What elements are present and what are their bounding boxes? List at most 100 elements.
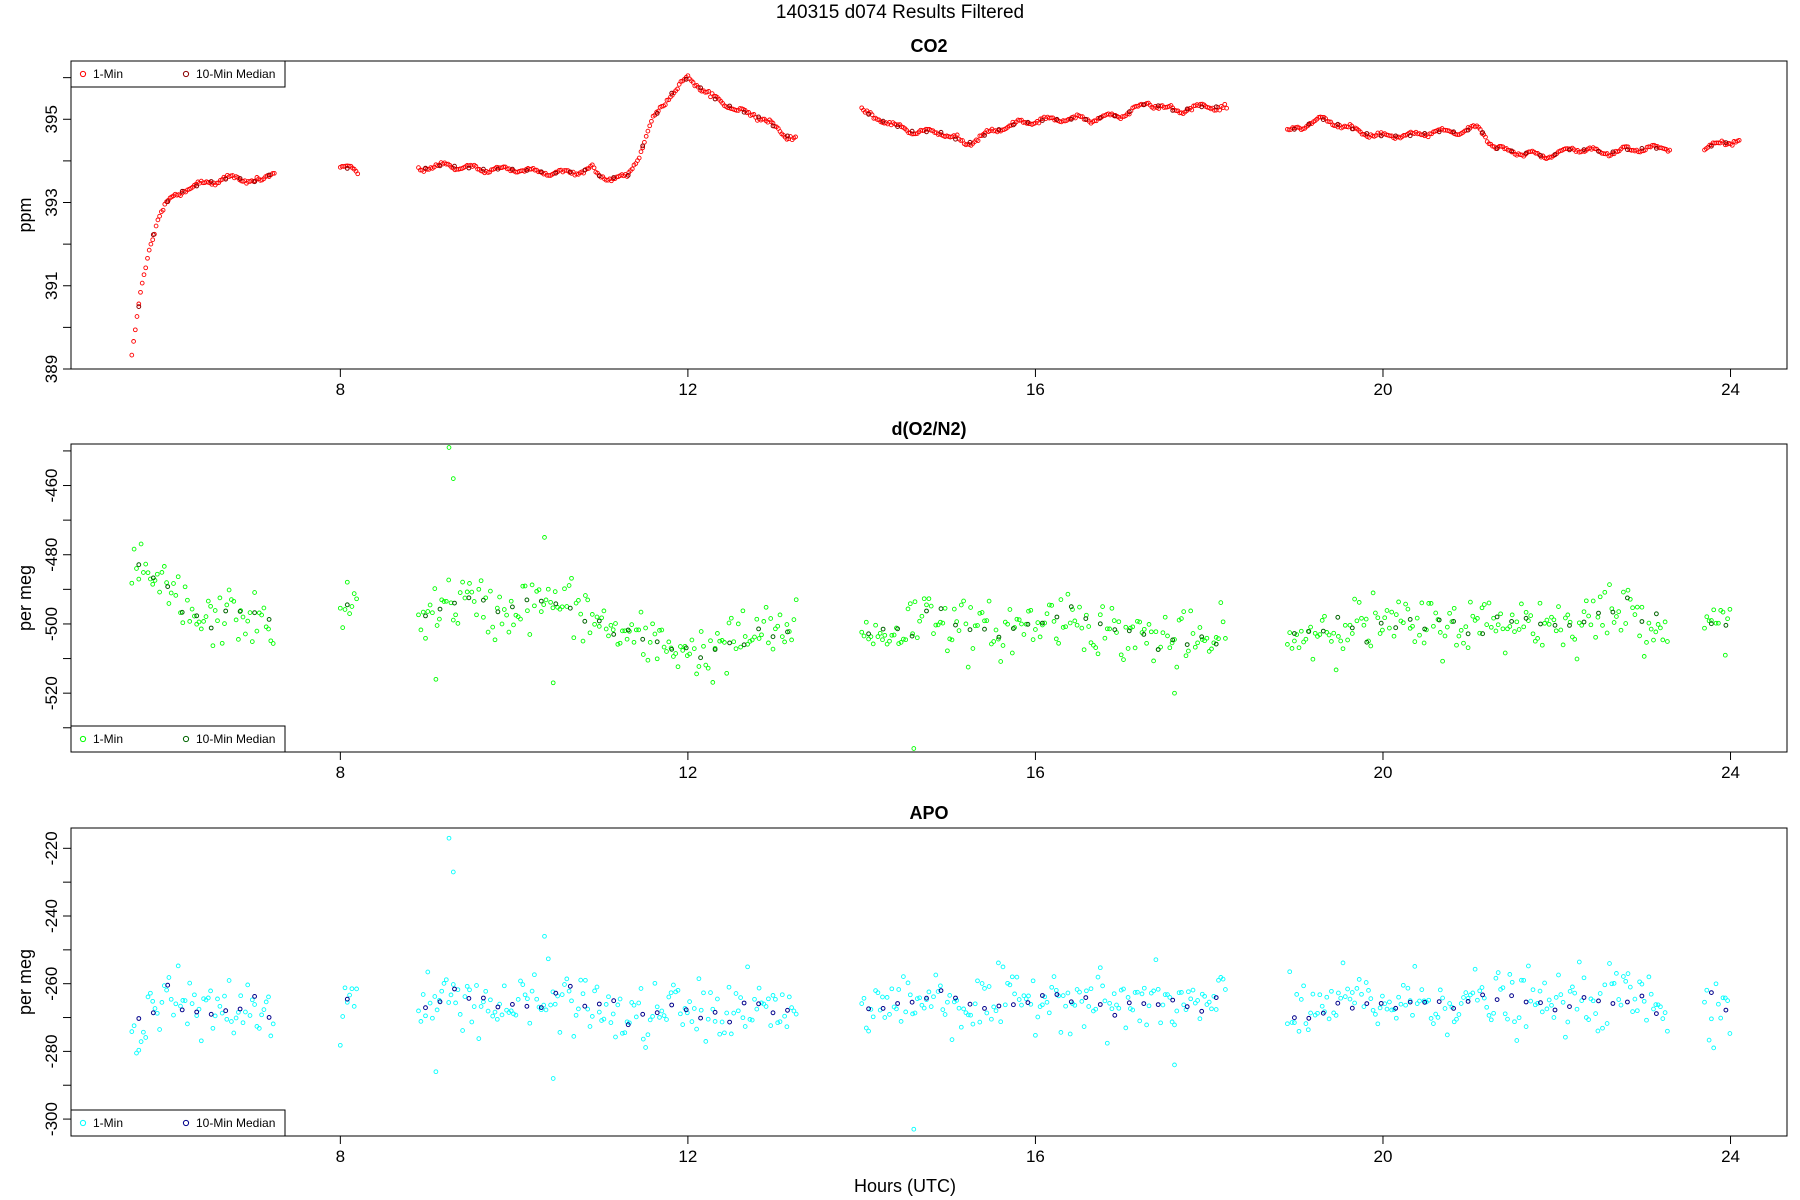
- y-tick-label: -300: [42, 1102, 61, 1136]
- data-point: [1702, 625, 1707, 631]
- data-point: [958, 138, 964, 143]
- data-point: [134, 314, 140, 319]
- data-point: [1662, 619, 1668, 625]
- data-point: [187, 619, 193, 624]
- data-point: [525, 996, 530, 1002]
- median-point: [1320, 628, 1326, 634]
- data-point: [650, 621, 655, 627]
- data-point: [208, 603, 213, 609]
- data-point: [439, 988, 445, 994]
- data-point: [166, 975, 172, 980]
- data-point: [1342, 994, 1348, 999]
- data-point: [164, 987, 169, 993]
- data-point: [689, 637, 695, 643]
- data-point: [1190, 987, 1196, 993]
- data-point: [557, 1030, 563, 1035]
- data-point: [1609, 981, 1615, 987]
- data-point: [1618, 627, 1624, 633]
- median-point: [423, 613, 428, 619]
- data-point: [243, 631, 248, 637]
- data-point: [643, 133, 649, 139]
- data-point: [261, 605, 267, 611]
- data-point: [901, 974, 906, 979]
- data-point: [1502, 1011, 1508, 1017]
- data-point: [1447, 1001, 1452, 1006]
- data-point: [474, 983, 479, 988]
- data-point: [705, 665, 711, 671]
- data-point: [863, 1025, 869, 1031]
- data-point: [1102, 998, 1108, 1004]
- data-point: [1151, 988, 1156, 994]
- data-point: [1604, 630, 1610, 636]
- data-point: [236, 637, 241, 642]
- median-point: [194, 183, 200, 189]
- median-point: [423, 1005, 428, 1011]
- data-point: [1368, 643, 1374, 649]
- data-point: [1551, 617, 1557, 623]
- data-point: [1449, 619, 1455, 624]
- data-point: [617, 640, 623, 646]
- data-point: [1296, 645, 1302, 651]
- data-point: [1477, 127, 1483, 132]
- data-point: [1421, 640, 1427, 646]
- data-point: [1301, 639, 1306, 645]
- plot-frame: [70, 60, 1788, 370]
- data-point: [1160, 630, 1166, 636]
- data-point: [1725, 616, 1730, 622]
- data-point: [416, 1008, 421, 1014]
- data-point: [1662, 1010, 1668, 1015]
- data-point: [1209, 646, 1214, 652]
- data-point: [543, 597, 549, 603]
- data-point: [233, 1015, 239, 1021]
- data-point: [1417, 632, 1422, 638]
- data-point: [1532, 638, 1538, 644]
- median-point: [1011, 122, 1016, 128]
- data-point: [958, 602, 964, 608]
- y-axis-label: per meg: [15, 949, 35, 1015]
- data-point: [961, 1006, 966, 1012]
- data-point: [504, 612, 509, 618]
- median-point: [510, 604, 515, 610]
- data-point: [1583, 598, 1589, 604]
- data-point: [1051, 974, 1057, 979]
- x-tick-label: 8: [336, 763, 345, 782]
- median-point: [452, 600, 457, 606]
- data-point: [986, 598, 992, 604]
- data-point: [1488, 1017, 1494, 1023]
- x-tick-label: 16: [1026, 380, 1045, 399]
- data-point: [1067, 1031, 1073, 1037]
- data-point: [1308, 1010, 1313, 1016]
- data-point: [506, 629, 512, 635]
- data-point: [875, 990, 881, 996]
- data-point: [691, 1006, 697, 1011]
- data-point: [263, 999, 269, 1005]
- median-point: [1552, 1007, 1558, 1013]
- median-point: [1509, 619, 1514, 624]
- data-point: [347, 611, 352, 616]
- legend-marker: [79, 735, 87, 743]
- median-point: [596, 1001, 602, 1007]
- data-point: [1375, 1021, 1381, 1027]
- data-point: [256, 1026, 262, 1031]
- data-point: [1224, 105, 1229, 111]
- data-point: [1144, 640, 1149, 646]
- data-point: [1625, 971, 1631, 976]
- data-point: [1514, 1038, 1520, 1043]
- median-point: [1451, 1006, 1456, 1011]
- data-point: [1294, 632, 1300, 637]
- data-point: [1660, 637, 1666, 643]
- median-point: [866, 111, 871, 117]
- data-point: [608, 1020, 614, 1025]
- median-point: [150, 232, 156, 238]
- data-point: [1095, 651, 1101, 657]
- data-point: [1593, 1011, 1598, 1016]
- data-point: [1336, 990, 1341, 996]
- data-point: [1058, 1030, 1064, 1035]
- data-point: [1179, 990, 1184, 995]
- data-point: [1144, 1022, 1149, 1028]
- data-point: [1199, 637, 1205, 642]
- data-point: [1630, 605, 1635, 611]
- median-point: [1292, 631, 1297, 636]
- data-point: [647, 123, 653, 129]
- median-point: [727, 640, 732, 646]
